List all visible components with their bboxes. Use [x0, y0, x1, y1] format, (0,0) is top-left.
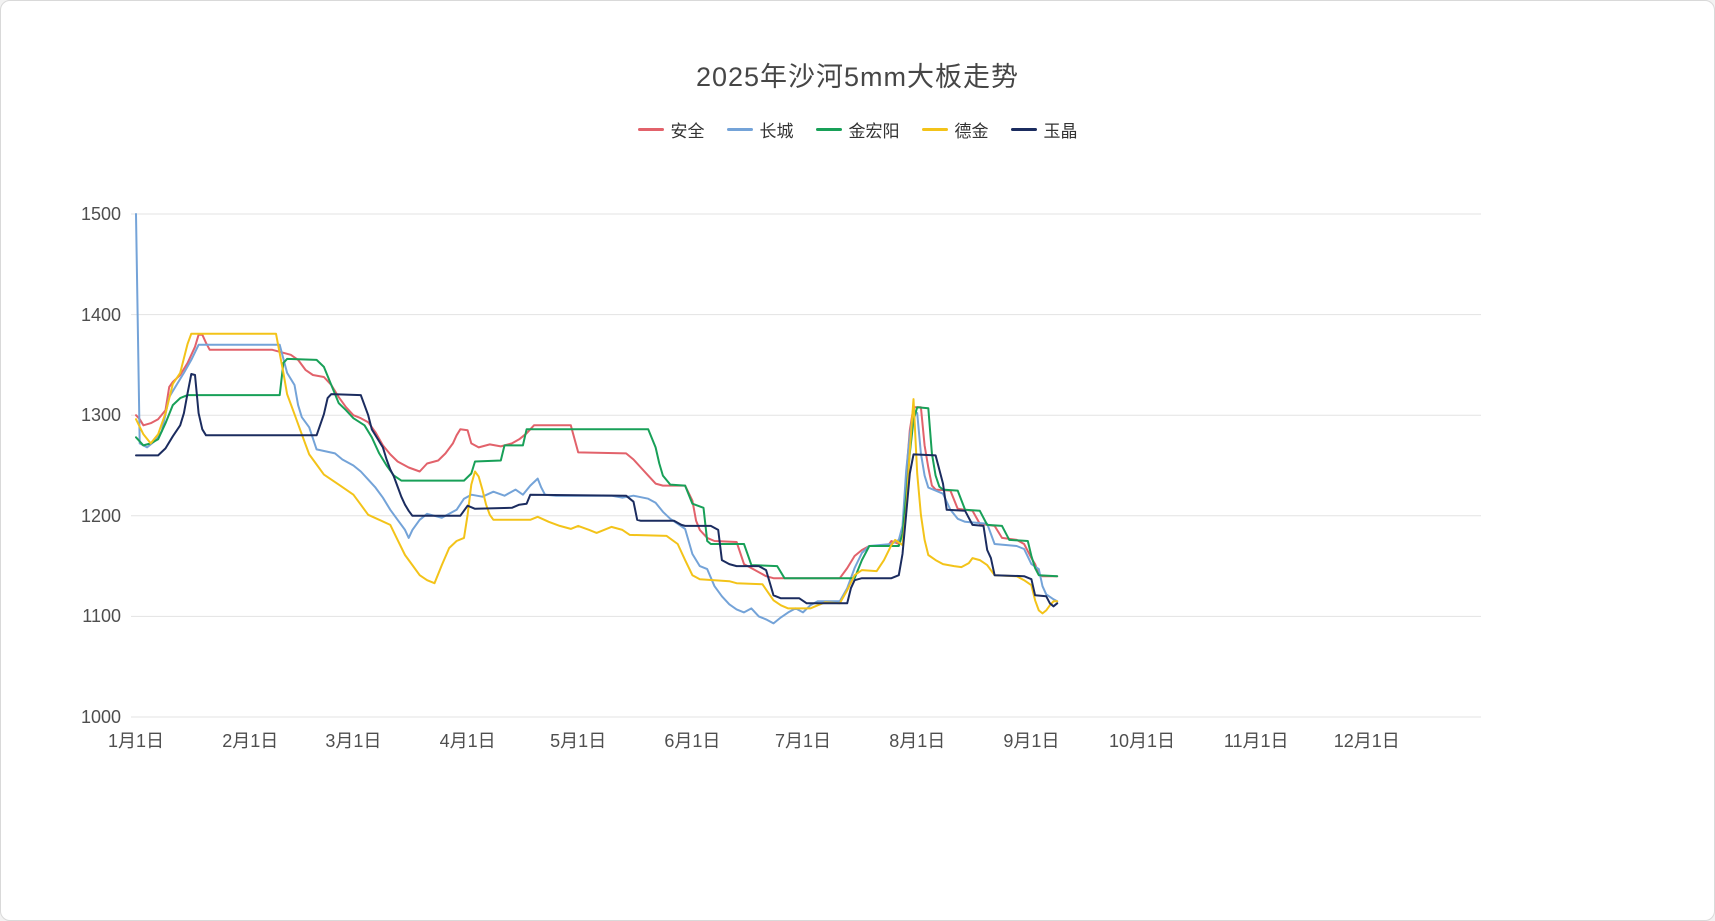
series-line-2 [135, 357, 1059, 580]
legend-label: 长城 [759, 122, 794, 141]
legend-label: 金宏阳 [848, 122, 900, 141]
x-axis-label: 8月1日 [889, 731, 946, 751]
chart-title: 2025年沙河5mm大板走势 [695, 62, 1020, 92]
series-line-4 [135, 373, 1059, 608]
legend-item-0[interactable]: 安全 [637, 117, 705, 142]
x-axis-label: 12月1日 [1333, 731, 1400, 751]
series-line-0 [135, 333, 1059, 580]
x-axis-label: 3月1日 [325, 731, 382, 751]
series-line-3 [135, 332, 1059, 615]
y-axis-label: 1100 [82, 606, 121, 627]
y-axis-label: 1000 [80, 707, 121, 727]
legend-label: 安全 [670, 122, 705, 141]
y-axis-label: 1200 [80, 505, 121, 526]
legend-item-4[interactable]: 玉晶 [1010, 117, 1078, 142]
legend-label: 玉晶 [1043, 122, 1078, 141]
x-axis-label: 4月1日 [439, 731, 496, 751]
x-axis-label: 7月1日 [774, 731, 831, 751]
legend-line-icon [815, 128, 842, 131]
y-axis-label: 1300 [80, 405, 121, 426]
legend-item-1[interactable]: 长城 [726, 117, 794, 142]
x-axis-label: 2月1日 [222, 731, 279, 751]
y-axis-label: 1400 [80, 304, 121, 325]
legend-label: 德金 [954, 122, 989, 141]
x-axis-label: 1月1日 [107, 731, 165, 751]
legend-line-icon [637, 128, 664, 131]
x-axis-label: 6月1日 [664, 731, 721, 751]
series-line-1 [135, 213, 1059, 625]
legend-item-3[interactable]: 德金 [921, 117, 989, 142]
legend-line-icon [726, 128, 753, 131]
x-axis-label: 9月1日 [1003, 731, 1060, 751]
legend-line-icon [1010, 128, 1037, 131]
y-axis-label: 1500 [80, 204, 121, 224]
legend-item-2[interactable]: 金宏阳 [815, 117, 900, 142]
legend: 安全 长城 金宏阳 德金 玉晶 [1, 117, 1714, 142]
x-axis-label: 11月1日 [1223, 731, 1289, 751]
legend-line-icon [921, 128, 948, 131]
x-axis-label: 10月1日 [1108, 731, 1175, 751]
x-axis-label: 5月1日 [550, 731, 607, 751]
